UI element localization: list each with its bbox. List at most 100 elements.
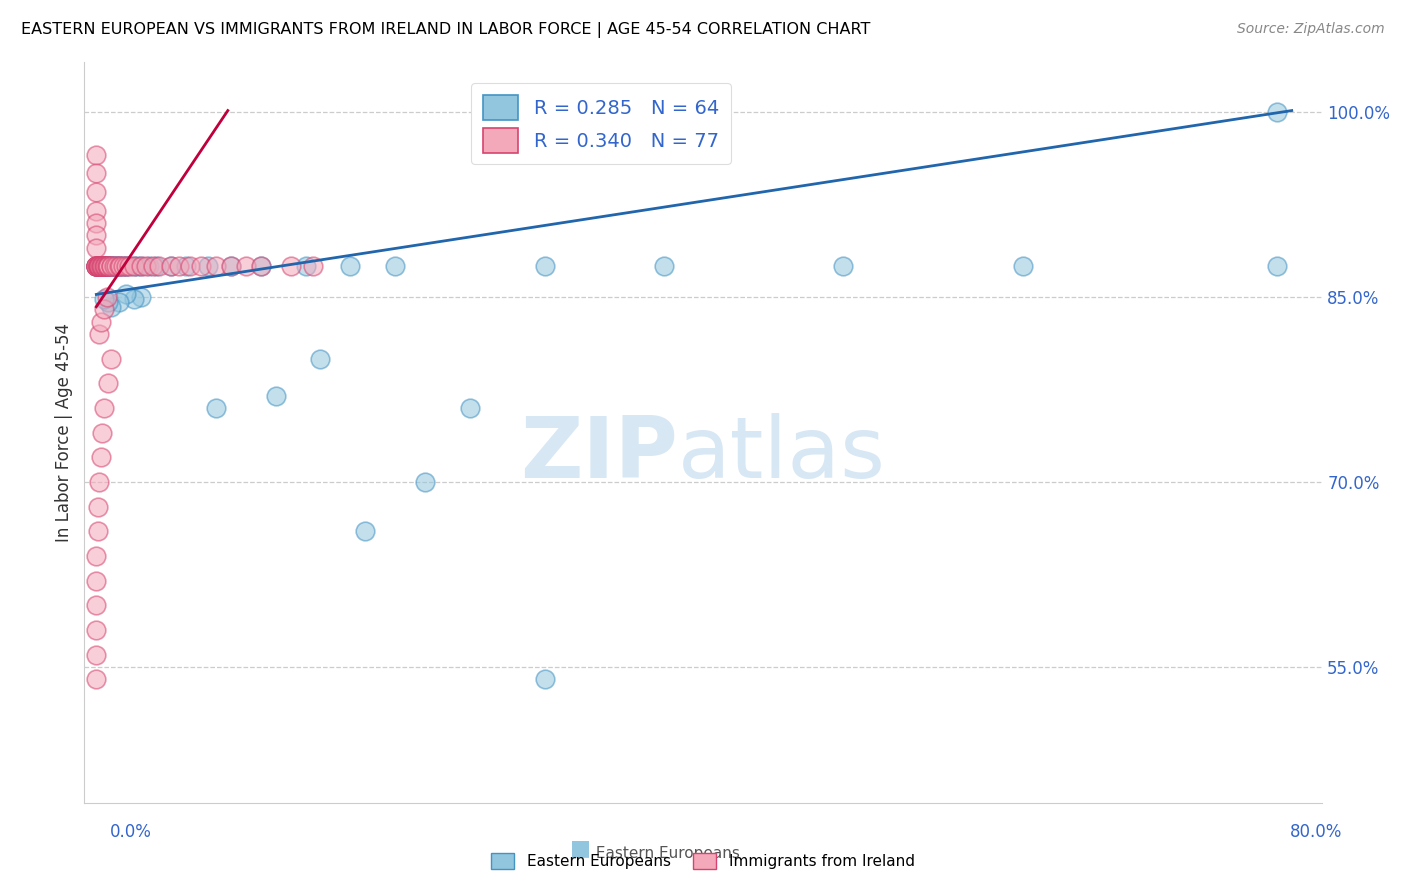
- Point: [235, 259, 257, 273]
- Point: [89, 326, 111, 341]
- Point: [86, 574, 108, 588]
- Point: [96, 259, 118, 273]
- Point: [533, 259, 555, 273]
- Point: [135, 259, 157, 273]
- Point: [100, 259, 122, 273]
- Point: [249, 259, 271, 273]
- Point: [93, 302, 115, 317]
- Point: [339, 259, 361, 273]
- Point: [115, 259, 138, 273]
- Point: [87, 259, 110, 273]
- Point: [93, 259, 115, 273]
- Point: [89, 259, 111, 273]
- Point: [205, 401, 228, 415]
- Point: [205, 259, 228, 273]
- Point: [1011, 259, 1033, 273]
- Point: [96, 259, 118, 273]
- Point: [96, 290, 118, 304]
- Point: [86, 240, 108, 255]
- Point: [91, 259, 114, 273]
- Point: [148, 259, 170, 273]
- Point: [100, 259, 122, 273]
- Point: [832, 259, 855, 273]
- Point: [94, 259, 117, 273]
- Legend: R = 0.285   N = 64, R = 0.340   N = 77: R = 0.285 N = 64, R = 0.340 N = 77: [471, 83, 731, 164]
- Point: [413, 475, 436, 489]
- Point: [86, 259, 108, 273]
- Point: [309, 351, 332, 366]
- Point: [118, 259, 141, 273]
- Point: [145, 259, 167, 273]
- Point: [122, 293, 145, 307]
- Point: [115, 259, 138, 273]
- Point: [160, 259, 183, 273]
- Point: [533, 673, 555, 687]
- Point: [167, 259, 190, 273]
- Point: [129, 290, 152, 304]
- Point: [1265, 259, 1288, 273]
- Point: [100, 300, 122, 314]
- Point: [93, 259, 115, 273]
- Point: [97, 259, 120, 273]
- Point: [112, 259, 135, 273]
- Point: [91, 259, 114, 273]
- Point: [652, 259, 675, 273]
- Point: [103, 259, 125, 273]
- Text: Eastern Europeans: Eastern Europeans: [591, 847, 740, 861]
- Point: [107, 259, 129, 273]
- Point: [90, 259, 112, 273]
- Point: [103, 259, 125, 273]
- Point: [96, 259, 118, 273]
- Point: [129, 259, 152, 273]
- Point: [160, 259, 183, 273]
- Point: [89, 259, 111, 273]
- Point: [101, 259, 124, 273]
- Point: [97, 376, 120, 391]
- Point: [90, 259, 112, 273]
- Point: [384, 259, 406, 273]
- Text: 80.0%: 80.0%: [1291, 822, 1343, 840]
- Point: [93, 293, 115, 307]
- Point: [114, 259, 136, 273]
- Point: [105, 259, 128, 273]
- Point: [93, 259, 115, 273]
- Point: [100, 259, 122, 273]
- Point: [93, 259, 115, 273]
- Point: [294, 259, 316, 273]
- Point: [86, 185, 108, 199]
- Point: [86, 599, 108, 613]
- Point: [86, 203, 108, 218]
- Point: [219, 259, 242, 273]
- Point: [89, 259, 111, 273]
- Point: [107, 294, 129, 309]
- Point: [90, 450, 112, 465]
- Point: [97, 259, 120, 273]
- Point: [354, 524, 377, 539]
- Point: [174, 259, 197, 273]
- Point: [138, 259, 160, 273]
- Point: [87, 259, 110, 273]
- Point: [93, 401, 115, 415]
- Point: [89, 475, 111, 489]
- Point: [86, 259, 108, 273]
- Point: [90, 259, 112, 273]
- Text: ZIP: ZIP: [520, 413, 678, 496]
- Point: [115, 287, 138, 301]
- Point: [280, 259, 302, 273]
- Legend: Eastern Europeans, Immigrants from Ireland: Eastern Europeans, Immigrants from Irela…: [485, 847, 921, 875]
- Point: [87, 259, 110, 273]
- Point: [91, 259, 114, 273]
- Point: [90, 315, 112, 329]
- Point: [197, 259, 219, 273]
- Point: [86, 259, 108, 273]
- Point: [302, 259, 325, 273]
- Point: [249, 259, 271, 273]
- Point: [142, 259, 165, 273]
- Point: [458, 401, 481, 415]
- Point: [98, 259, 121, 273]
- Point: [100, 259, 122, 273]
- Point: [97, 294, 120, 309]
- Y-axis label: In Labor Force | Age 45-54: In Labor Force | Age 45-54: [55, 323, 73, 542]
- Point: [219, 259, 242, 273]
- Point: [86, 549, 108, 563]
